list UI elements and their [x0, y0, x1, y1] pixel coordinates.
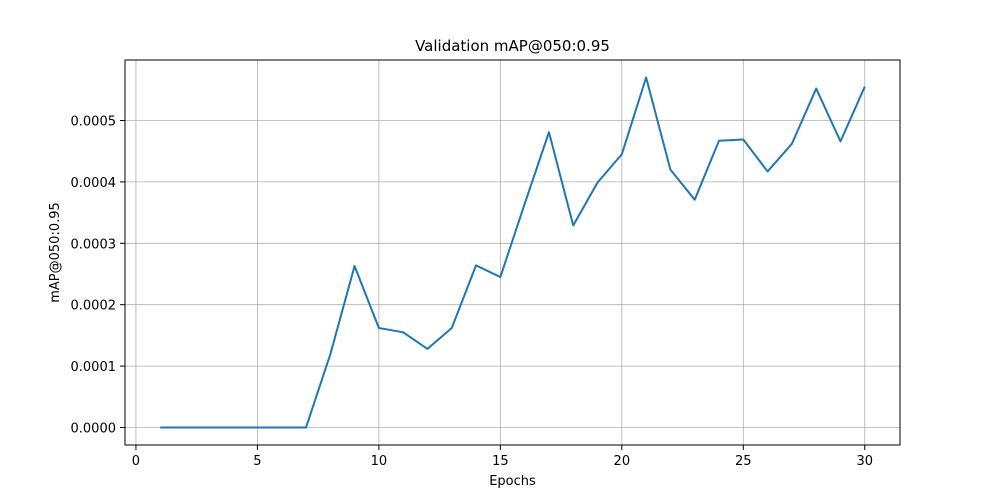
- data-point: [597, 182, 599, 184]
- data-point: [694, 199, 696, 201]
- data-point: [815, 88, 817, 90]
- data-point: [475, 264, 477, 266]
- data-point: [524, 203, 526, 205]
- x-tick-label: 15: [492, 454, 509, 469]
- x-tick-label: 30: [856, 454, 873, 469]
- data-point: [499, 276, 501, 278]
- data-point: [256, 427, 258, 429]
- y-tick-label: 0.0000: [71, 422, 117, 437]
- data-point: [572, 224, 574, 226]
- series-layer: [159, 76, 866, 429]
- data-point: [791, 143, 793, 145]
- y-tick-label: 0.0004: [71, 176, 117, 191]
- data-point: [402, 331, 404, 333]
- y-tick-label: 0.0001: [71, 360, 117, 375]
- data-point: [839, 140, 841, 142]
- data-point: [742, 139, 744, 141]
- x-tick-label: 10: [371, 454, 388, 469]
- data-point: [767, 170, 769, 172]
- y-axis-label: mAP@050:0.95: [48, 202, 63, 303]
- data-point: [305, 427, 307, 429]
- data-point: [548, 131, 550, 133]
- x-axis-label: Epochs: [489, 474, 536, 489]
- y-axis-ticks: 0.0000 0.0001 0.0002 0.0003 0.0004 0.0005: [71, 114, 125, 437]
- data-point: [718, 140, 720, 142]
- data-point: [184, 427, 186, 429]
- plot-frame: [124, 59, 901, 446]
- data-point: [232, 427, 234, 429]
- data-point: [281, 427, 283, 429]
- data-point: [669, 169, 671, 171]
- data-point: [378, 327, 380, 329]
- data-point: [451, 327, 453, 329]
- y-tick-label: 0.0005: [71, 114, 117, 129]
- x-tick-label: 5: [253, 454, 261, 469]
- data-point: [329, 353, 331, 355]
- data-point: [208, 427, 210, 429]
- series-line: [160, 76, 866, 429]
- data-point: [645, 77, 647, 79]
- x-tick-label: 25: [735, 454, 752, 469]
- data-point: [354, 265, 356, 267]
- x-axis-ticks: 0 5 10 15 20 25 30: [132, 445, 873, 469]
- data-point: [864, 86, 866, 88]
- chart-title: Validation mAP@050:0.95: [415, 37, 610, 55]
- y-tick-label: 0.0002: [71, 299, 117, 314]
- data-point: [159, 427, 161, 429]
- data-point: [621, 153, 623, 155]
- y-tick-label: 0.0003: [71, 237, 117, 252]
- x-tick-label: 0: [132, 454, 140, 469]
- x-tick-label: 20: [614, 454, 631, 469]
- data-point: [426, 348, 428, 350]
